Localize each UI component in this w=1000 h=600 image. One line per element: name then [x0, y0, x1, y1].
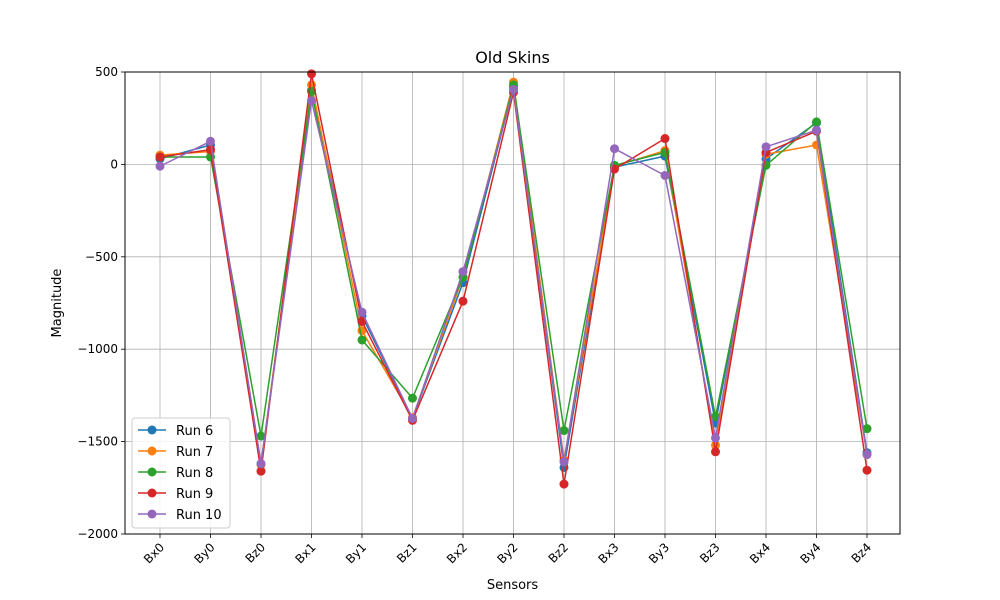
legend-item: Run 10 — [138, 508, 222, 523]
x-tick-label: Bz0 — [243, 540, 269, 566]
data-point — [206, 145, 215, 155]
x-tick-label: Bx0 — [141, 540, 167, 566]
data-point — [559, 426, 569, 436]
x-tick-label: Bz1 — [394, 540, 420, 566]
y-tick-label: −1500 — [77, 435, 118, 449]
series-layer — [155, 69, 872, 489]
x-tick-label: Bz2 — [546, 540, 572, 566]
x-axis-label: Sensors — [487, 578, 539, 593]
legend: Run 6 Run 7 Run 8 Run 9 Run 10 — [131, 417, 231, 529]
data-point — [357, 335, 367, 345]
legend-item: Run 7 — [138, 445, 213, 460]
data-point — [812, 125, 821, 135]
x-tick-label: By2 — [494, 540, 520, 566]
data-point — [155, 152, 165, 162]
data-point — [559, 479, 569, 489]
data-point — [509, 85, 518, 95]
plot-frame — [124, 71, 901, 535]
legend-label: Run 10 — [176, 508, 222, 523]
y-tick-label: 0 — [110, 157, 118, 171]
legend-item: Run 6 — [138, 424, 213, 439]
data-point — [711, 412, 720, 422]
x-tick-label: Bx2 — [444, 540, 470, 566]
data-point — [711, 433, 720, 443]
data-point — [155, 161, 165, 171]
data-point — [206, 136, 215, 146]
legend-marker — [147, 509, 157, 519]
data-point — [862, 424, 872, 434]
data-point — [357, 316, 367, 326]
y-tick-label: 500 — [95, 65, 118, 79]
data-point — [357, 307, 367, 317]
data-point — [408, 414, 417, 423]
data-point — [761, 142, 771, 152]
legend-label: Run 7 — [176, 445, 213, 460]
legend-item: Run 8 — [138, 466, 213, 481]
data-point — [256, 466, 266, 476]
legend-label: Run 6 — [176, 424, 213, 439]
data-point — [458, 267, 468, 277]
legend-marker — [147, 425, 157, 435]
x-tick-label: By3 — [646, 540, 672, 566]
legend-marker — [147, 467, 157, 477]
x-tick-label: By4 — [797, 540, 823, 566]
data-point — [256, 431, 266, 441]
data-point — [458, 296, 468, 306]
data-point — [610, 144, 619, 154]
x-tick-label: By1 — [343, 540, 369, 566]
data-point — [307, 69, 316, 79]
data-point — [660, 134, 670, 144]
series-run-10 — [155, 85, 872, 469]
x-tick-label: Bz3 — [697, 540, 723, 566]
data-point — [660, 170, 670, 180]
data-point — [711, 440, 720, 450]
x-tick-label: By0 — [191, 540, 217, 566]
y-tick-label: −2000 — [77, 527, 118, 541]
data-point — [307, 96, 316, 106]
legend-box — [131, 417, 231, 529]
data-point — [256, 459, 266, 469]
data-point — [408, 393, 417, 403]
y-axis-label: Magnitude — [50, 269, 65, 338]
legend-marker — [147, 446, 157, 456]
chart-title: Old Skins — [475, 48, 550, 67]
y-tick-label: −500 — [85, 250, 118, 264]
x-tick-label: Bx1 — [292, 540, 318, 566]
legend-marker — [147, 488, 157, 498]
x-tick-label: Bx3 — [595, 540, 621, 566]
data-point — [862, 465, 872, 475]
data-point — [559, 457, 569, 467]
legend-label: Run 9 — [176, 487, 213, 502]
legend-label: Run 8 — [176, 466, 213, 481]
x-tick-label: Bz4 — [849, 540, 875, 566]
data-point — [862, 450, 872, 460]
x-tick-label: Bx4 — [747, 540, 773, 566]
data-point — [711, 447, 720, 457]
y-tick-label: −1000 — [77, 342, 118, 356]
data-point — [812, 117, 821, 127]
legend-item: Run 9 — [138, 487, 213, 502]
